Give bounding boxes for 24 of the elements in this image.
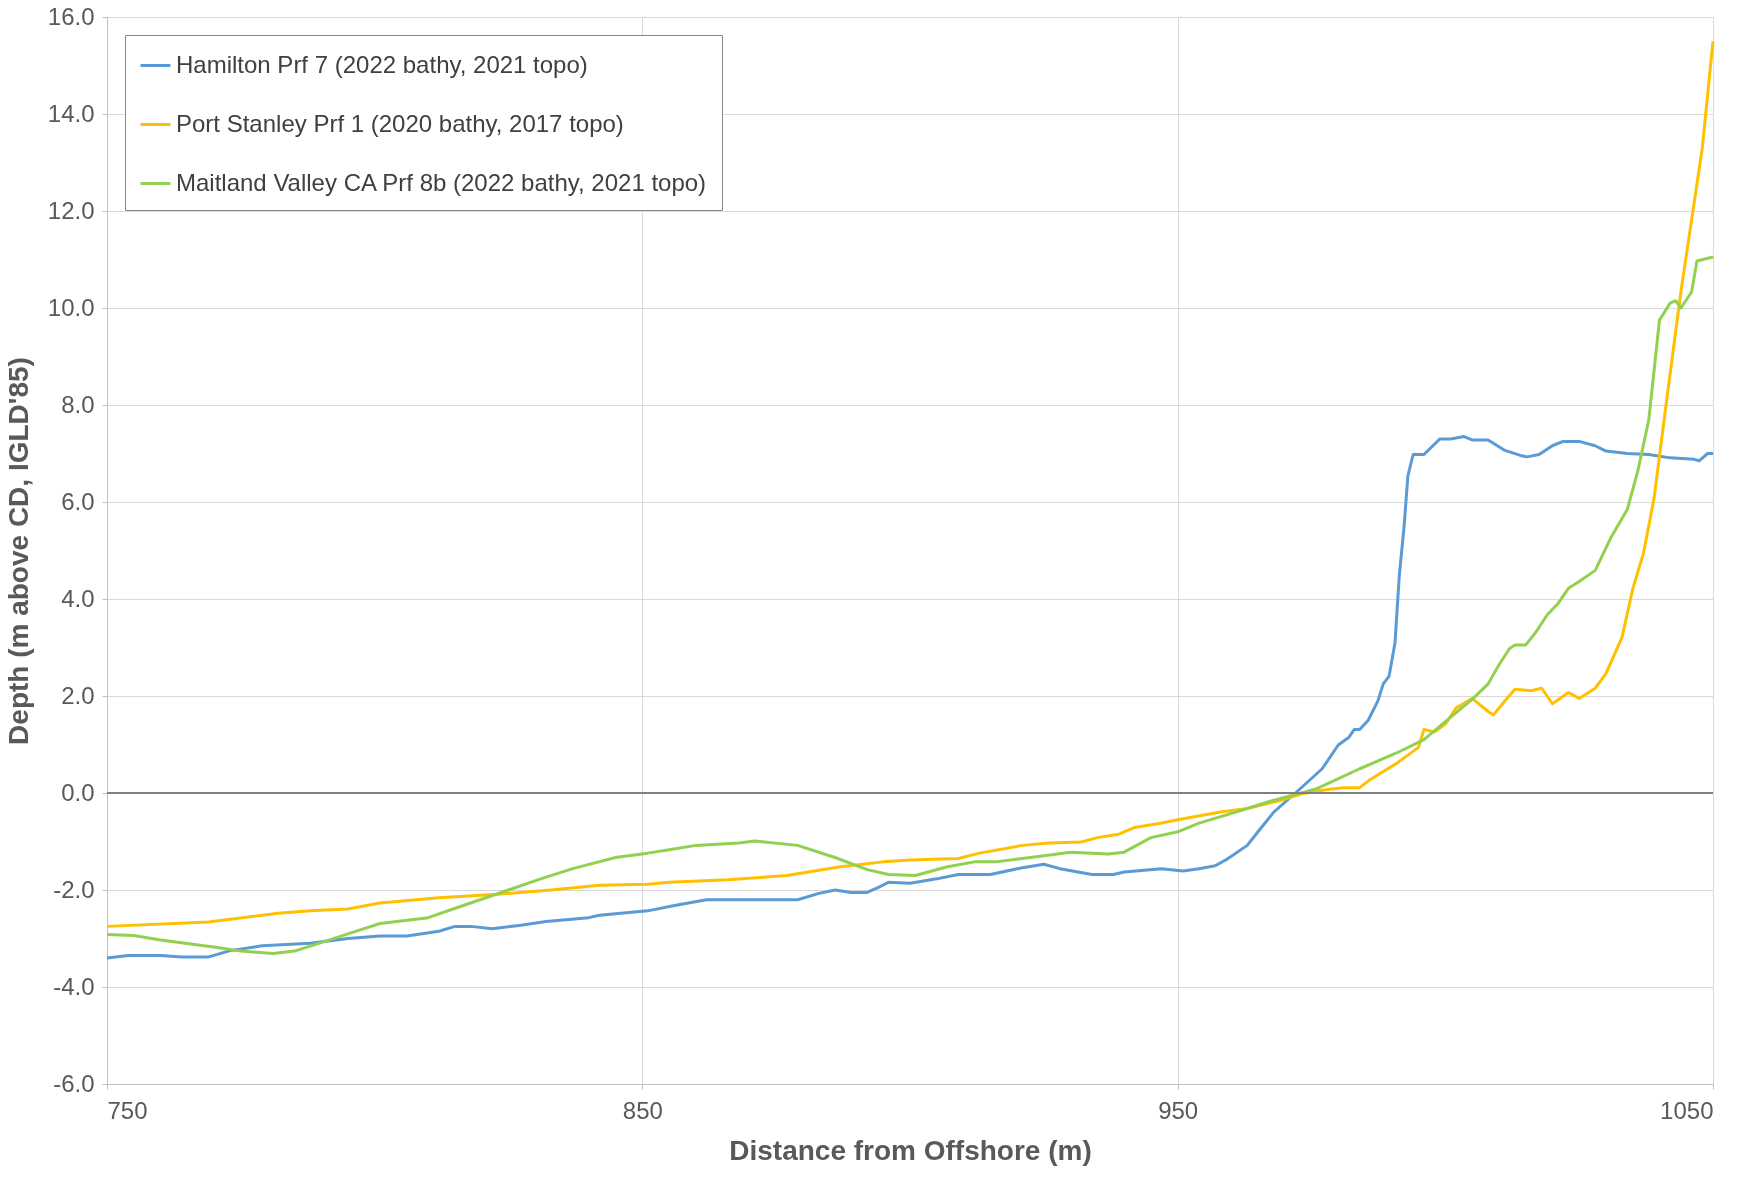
y-tick-label: -4.0 [53, 972, 95, 1000]
x-tick-label: 1050 [1660, 1096, 1714, 1124]
x-tick-label: 850 [622, 1096, 663, 1124]
y-axis-title: Depth (m above CD, IGLD'85) [2, 357, 34, 745]
y-tick-label: 6.0 [61, 487, 95, 515]
y-tick-label: 10.0 [47, 293, 95, 321]
y-tick-label: 14.0 [47, 99, 95, 127]
y-tick-label: -6.0 [53, 1069, 95, 1097]
line-series [105, 255, 1715, 956]
y-tick-label: 16.0 [47, 2, 95, 30]
x-axis-title: Distance from Offshore (m) [729, 1134, 1092, 1166]
line-series [105, 435, 1715, 960]
legend-label: Port Stanley Prf 1 (2020 bathy, 2017 topo) [176, 109, 624, 137]
y-tick-label: 8.0 [61, 390, 95, 418]
x-tick-label: 750 [107, 1096, 148, 1124]
line-series [105, 39, 1715, 928]
y-tick-label: 4.0 [61, 584, 95, 612]
x-tick-label: 950 [1158, 1096, 1199, 1124]
y-tick-label: 12.0 [47, 196, 95, 224]
y-tick-label: 0.0 [61, 778, 95, 806]
y-tick-label: 2.0 [61, 681, 95, 709]
y-tick-label: -2.0 [53, 875, 95, 903]
legend-label: Maitland Valley CA Prf 8b (2022 bathy, 2021 topo) [176, 168, 707, 196]
legend-label: Hamilton Prf 7 (2022 bathy, 2021 topo) [176, 50, 588, 78]
